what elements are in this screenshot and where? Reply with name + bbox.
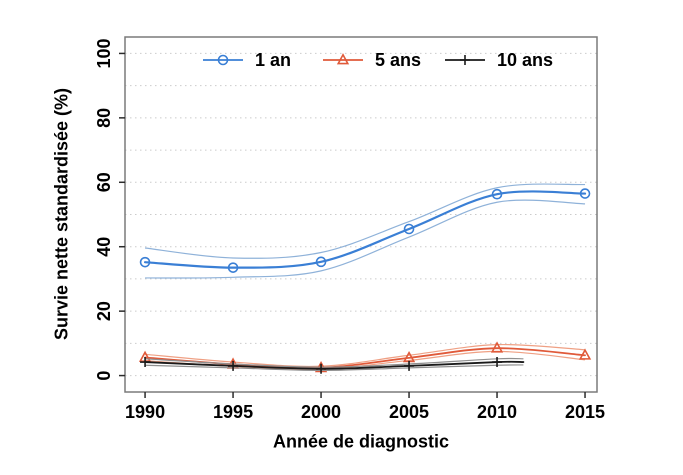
plot-border [124, 36, 598, 393]
data-point-1-an-2000 [315, 256, 327, 268]
x-tick-label: 2010 [477, 402, 517, 422]
x-axis-title: Année de diagnostic [272, 431, 450, 452]
legend-label-5-ans: 5 ans [375, 50, 421, 70]
ci-upper-line-5-ans [145, 343, 586, 368]
data-point-1-an-1995 [227, 262, 239, 273]
legend-circle-icon [217, 54, 229, 66]
x-tick-label: 2000 [301, 402, 341, 422]
x-tick-label: 1995 [213, 402, 253, 422]
data-point-10-ans-2005 [404, 360, 415, 371]
data-point-10-ans-1990 [140, 357, 151, 368]
ci-upper-line-1-an [144, 183, 586, 259]
y-tick-label: 0 [94, 371, 114, 381]
legend-triangle-icon [336, 53, 350, 65]
data-point-10-ans-2000 [316, 363, 327, 374]
y-tick-label: 20 [94, 301, 114, 321]
data-point-10-ans-1995 [228, 360, 239, 371]
data-point-5-ans-2010 [490, 341, 504, 353]
data-point-1-an-2015 [579, 188, 591, 199]
data-point-10-ans-2010 [492, 357, 503, 368]
x-tick-label: 2005 [389, 402, 429, 422]
y-tick-label: 60 [94, 172, 114, 192]
legend-label-10-ans: 10 ans [497, 50, 553, 70]
y-axis-title: Survie nette standardisée (%) [51, 87, 72, 341]
x-tick-label: 2015 [565, 402, 605, 422]
series-line-1-an [143, 190, 587, 269]
legend-label-1-an: 1 an [255, 50, 291, 70]
y-tick-label: 80 [94, 108, 114, 128]
data-point-1-an-2010 [491, 188, 503, 200]
y-tick-label: 40 [94, 237, 114, 257]
data-point-1-an-2005 [403, 223, 415, 235]
y-tick-label: 100 [94, 38, 114, 68]
ci-lower-line-1-an [145, 199, 586, 279]
data-point-1-an-1990 [139, 256, 151, 268]
x-tick-label: 1990 [125, 402, 165, 422]
legend-plus-icon [460, 55, 470, 65]
data-point-5-ans-2015 [578, 348, 592, 360]
